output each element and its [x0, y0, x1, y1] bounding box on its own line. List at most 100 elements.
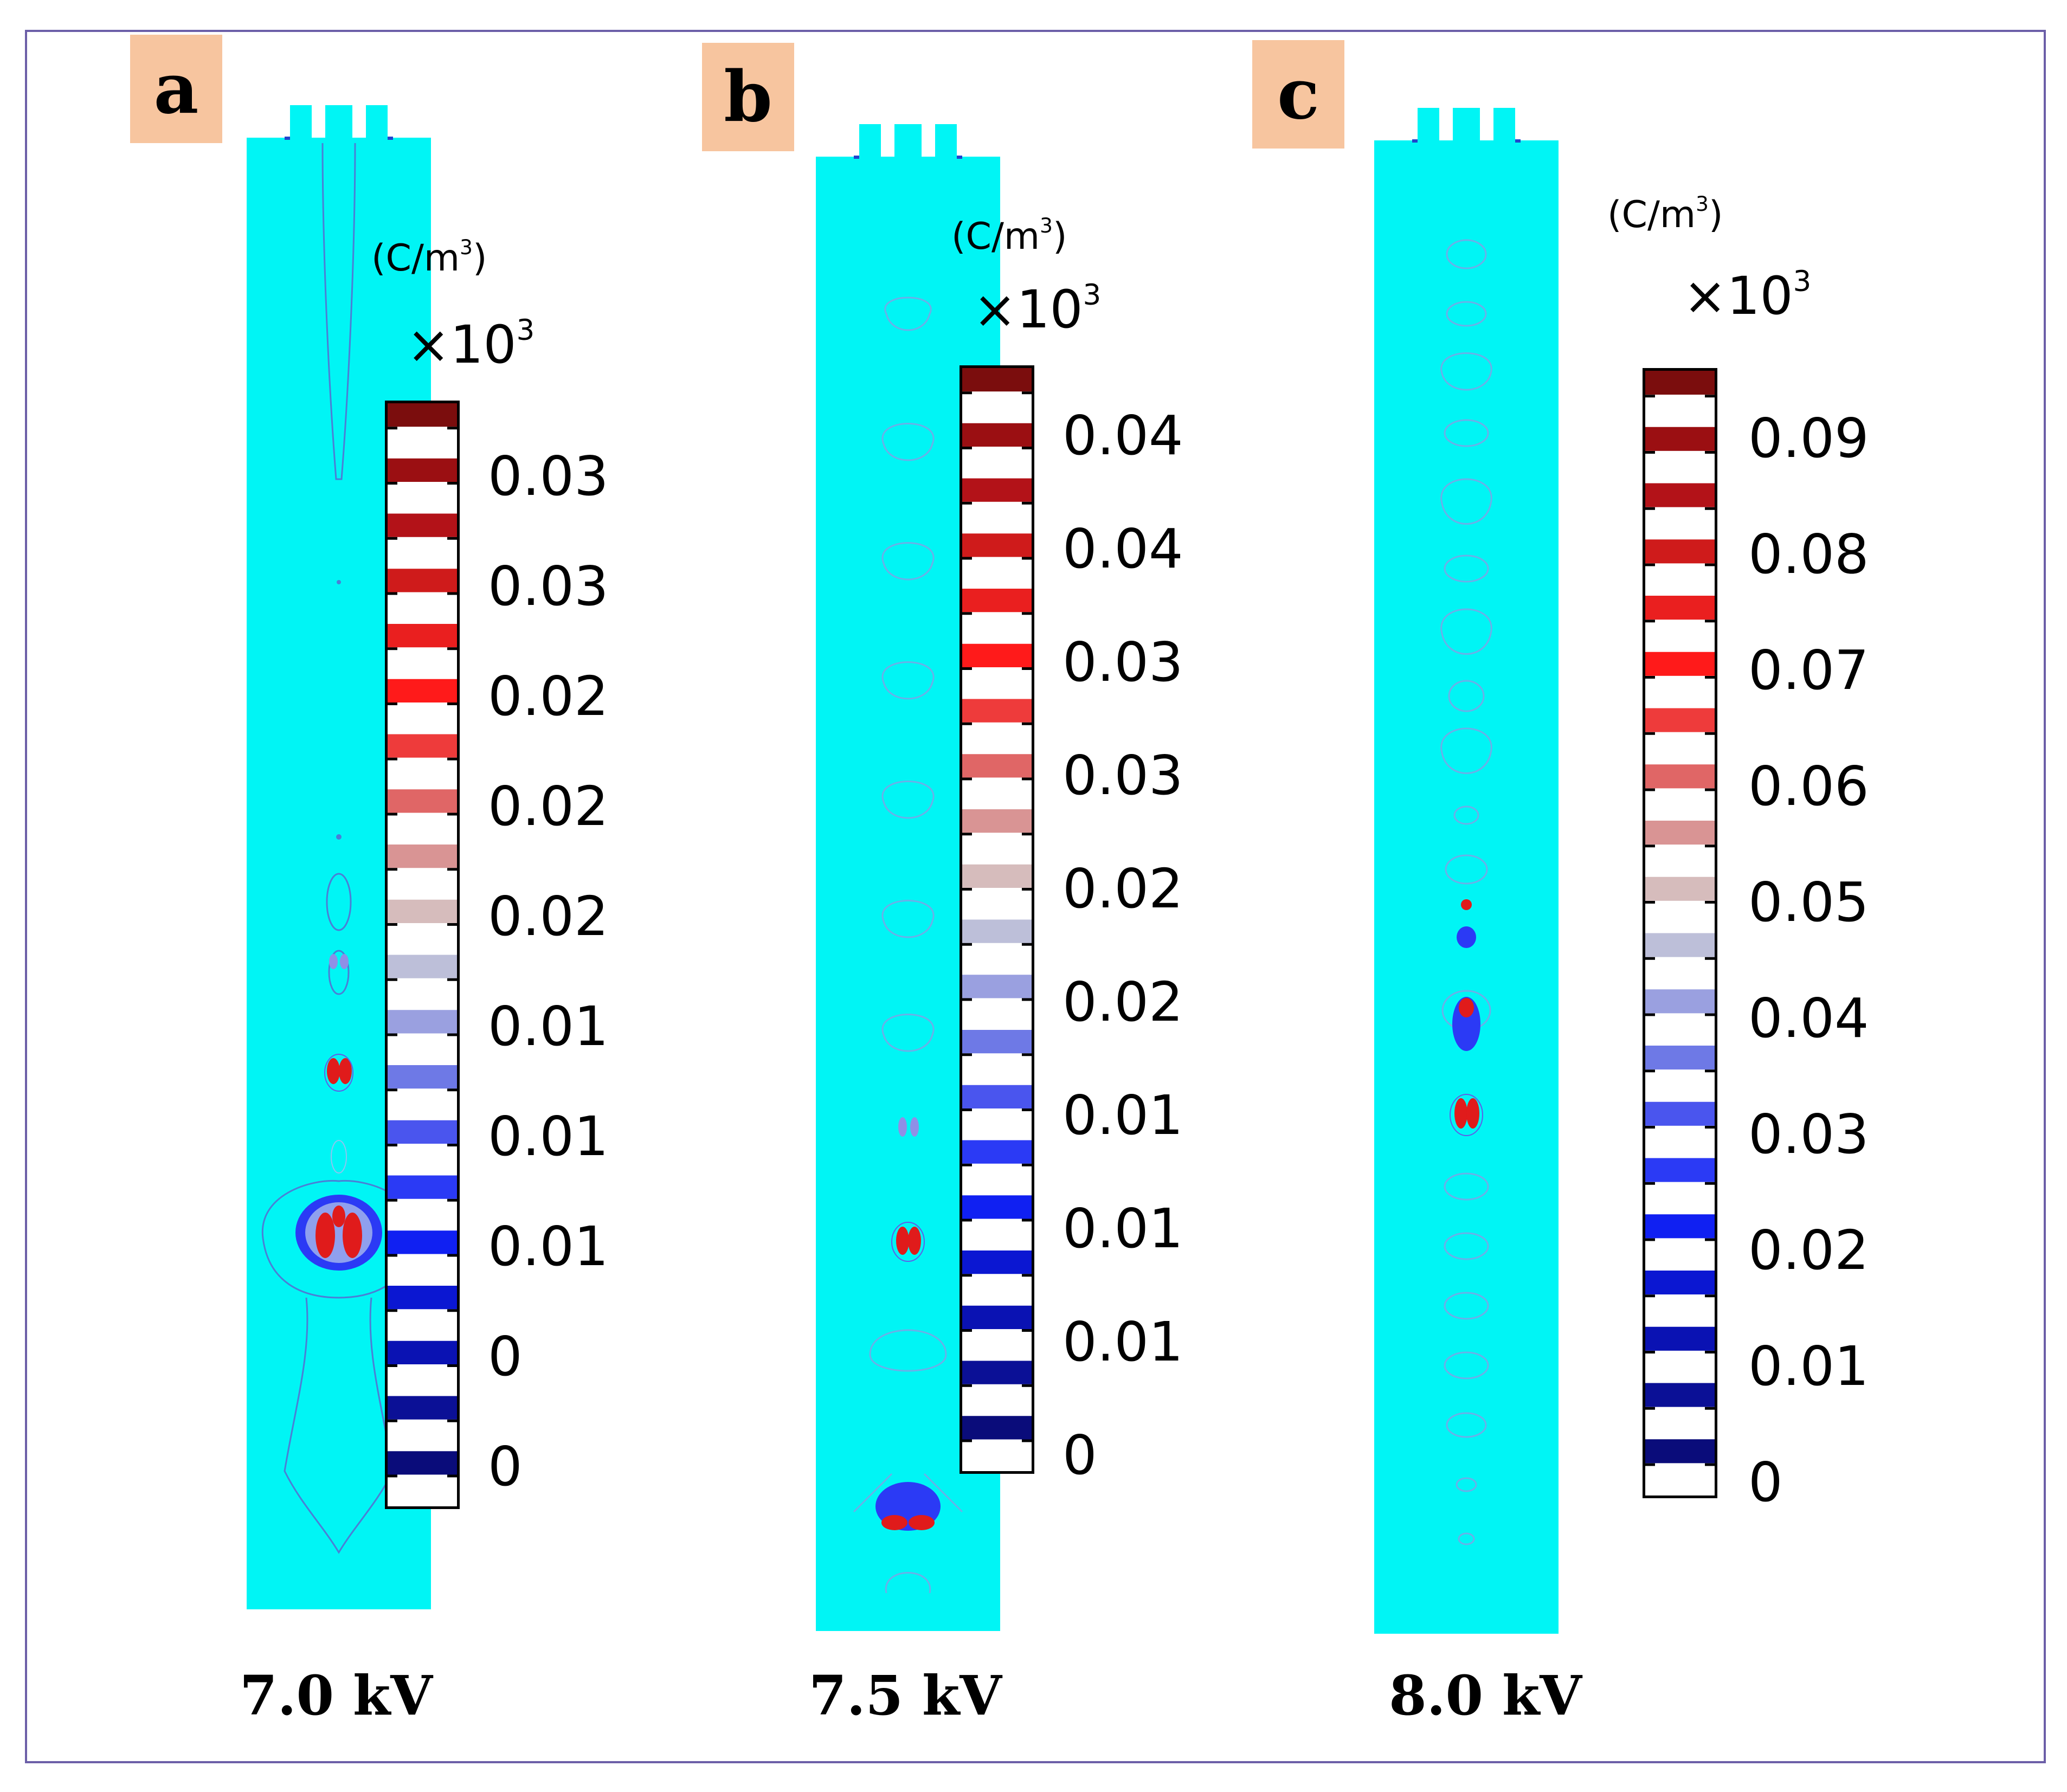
panel-label-box: b: [702, 43, 794, 151]
colorbar-tick-label: 0.02: [1063, 857, 1183, 920]
multiplier-exponent: 3: [1083, 279, 1102, 312]
colorbar-band: [962, 1305, 1032, 1329]
colorbar-band: [962, 368, 1032, 392]
colorbar-band: [1645, 933, 1715, 957]
voltage-label: 8.0 kV: [1389, 1664, 1582, 1727]
colorbar-band: [962, 589, 1032, 613]
colorbar-band: [962, 478, 1032, 502]
colorbar-band: [388, 1451, 457, 1475]
colorbar-tick-label: 0.01: [1748, 1335, 1869, 1398]
colorbar-band: [962, 1085, 1032, 1108]
colorbar-band: [388, 1120, 457, 1144]
colorbar-band: [1645, 708, 1715, 732]
colorbar-tick-label: 0.02: [1748, 1219, 1869, 1282]
colorbar-band: [1645, 876, 1715, 901]
colorbar-tick-label: 0.01: [488, 1215, 609, 1278]
multiplier-label: ×103: [1683, 265, 1811, 326]
colorbar-tick-label: 0.03: [1748, 1103, 1869, 1166]
colorbar-band: [962, 423, 1032, 447]
colorbar-band: [962, 699, 1032, 723]
colorbar-band: [388, 1230, 457, 1254]
colorbar-tick-label: 0.01: [1063, 1084, 1183, 1147]
colorbar-band: [1645, 1271, 1715, 1295]
colorbar-band: [1645, 1046, 1715, 1070]
colorbar-band: [962, 1416, 1032, 1440]
colorbar-band: [1645, 652, 1715, 676]
colorbar-band: [388, 569, 457, 592]
colorbar-band: [388, 679, 457, 702]
colorbar-band: [962, 1030, 1032, 1054]
voltage-label: 7.5 kV: [809, 1664, 1002, 1727]
panel-label-box: a: [130, 35, 222, 143]
colorbar-band: [388, 624, 457, 648]
colorbar-tick-label: 0.08: [1748, 523, 1869, 586]
colorbar-band: [388, 1396, 457, 1420]
colorbar-tick-label: 0.05: [1748, 871, 1869, 934]
colorbar-band: [388, 955, 457, 978]
colorbar-tick-label: 0.03: [488, 555, 609, 618]
unit-text: (C/m: [951, 215, 1040, 258]
colorbar-band: [388, 1340, 457, 1364]
colorbar-tick-label: 0.02: [488, 665, 609, 728]
colorbar-tick-label: 0.01: [1063, 1197, 1183, 1260]
colorbar-band: [388, 899, 457, 923]
colorbar-band: [1645, 1439, 1715, 1464]
colorbar-tick-label: 0: [1748, 1451, 1783, 1514]
voltage-label: 7.0 kV: [240, 1664, 433, 1727]
colorbar-band: [1645, 539, 1715, 564]
multiplier-label: ×103: [407, 314, 535, 375]
colorbar-tick-label: 0.03: [1063, 630, 1183, 694]
panel-a: a: [130, 32, 726, 1761]
colorbar-band: [1645, 596, 1715, 620]
multiplier-label: ×103: [973, 279, 1101, 340]
panel-label: b: [724, 56, 772, 138]
multiplier-text: ×10: [973, 279, 1083, 340]
colorbar-band: [388, 845, 457, 868]
figure-frame: a: [25, 30, 2046, 1763]
colorbar-band: [962, 809, 1032, 833]
colorbar-band: [962, 1361, 1032, 1384]
colorbar: [1643, 368, 1717, 1498]
unit-label: (C/m3): [951, 214, 1067, 258]
colorbar-band: [1645, 1101, 1715, 1126]
colorbar-tick-label: 0.01: [488, 995, 609, 1058]
colorbar-band: [388, 789, 457, 813]
unit-label: (C/m3): [371, 235, 487, 280]
colorbar-tick-label: 0.06: [1748, 755, 1869, 818]
colorbar-tick-label: 0.07: [1748, 639, 1869, 702]
panel-label: a: [153, 48, 199, 130]
colorbar-band: [1645, 483, 1715, 507]
colorbar-band: [388, 1065, 457, 1089]
colorbar-band: [388, 513, 457, 537]
colorbar-tick-label: 0.02: [488, 885, 609, 948]
colorbar-band: [1645, 821, 1715, 845]
unit-exponent: 3: [460, 235, 473, 259]
unit-text: (C/m: [371, 236, 460, 280]
colorbar-band: [388, 734, 457, 758]
multiplier-text: ×10: [407, 314, 517, 376]
colorbar-band: [962, 919, 1032, 943]
colorbar-band: [962, 643, 1032, 667]
colorbar-tick-label: 0.04: [1748, 987, 1869, 1050]
colorbar-band: [1645, 989, 1715, 1014]
colorbar-tick-label: 0.09: [1748, 407, 1869, 470]
multiplier-text: ×10: [1683, 266, 1793, 327]
colorbar: [385, 401, 460, 1509]
colorbar-tick-label: 0.04: [1063, 404, 1183, 467]
colorbar-band: [962, 1195, 1032, 1219]
panel-b: b: [702, 32, 1298, 1761]
colorbar-band: [962, 533, 1032, 557]
colorbar-band: [1645, 764, 1715, 789]
colorbar-band: [962, 975, 1032, 998]
colorbar-band: [1645, 427, 1715, 451]
colorbar-band: [388, 1286, 457, 1310]
colorbar-tick-label: 0.02: [1063, 970, 1183, 1034]
multiplier-exponent: 3: [1793, 265, 1812, 298]
panel-label-box: c: [1252, 40, 1344, 149]
colorbar-band: [962, 1140, 1032, 1164]
colorbar-tick-label: 0.03: [1063, 744, 1183, 807]
colorbar-band: [1645, 1326, 1715, 1351]
colorbar-tick-label: 0.02: [488, 775, 609, 838]
colorbar-band: [962, 1250, 1032, 1274]
colorbar-band: [388, 403, 457, 427]
